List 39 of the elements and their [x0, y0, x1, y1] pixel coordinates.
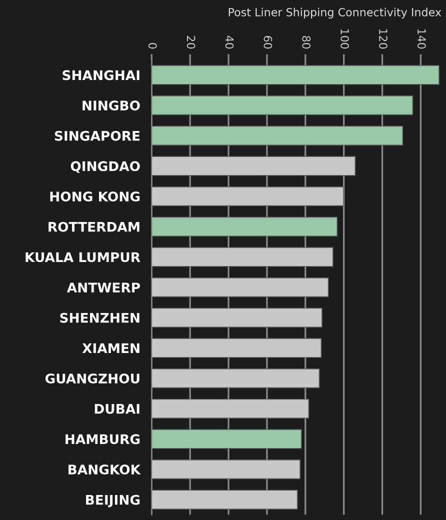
y-tick-label: HAMBURG: [66, 434, 140, 444]
y-tick-label: QINGDAO: [70, 161, 140, 173]
bar: [152, 429, 302, 449]
x-tick-label: 0: [148, 43, 157, 49]
y-tick-label: DUBAI: [94, 404, 140, 414]
y-tick-label: BANGKOK: [68, 464, 141, 474]
bar: [152, 338, 322, 358]
y-tick-label: SHANGHAI: [62, 70, 140, 80]
y-tick-label: SHENZHEN: [60, 312, 140, 323]
y-tick-label: BEIJING: [86, 494, 140, 508]
x-tick-label: 40: [225, 36, 234, 49]
bar: [152, 398, 310, 418]
bar: [152, 65, 440, 85]
y-tick-label: ANTWERP: [66, 282, 140, 292]
y-tick-label: KUALA LUMPUR: [26, 252, 140, 262]
bar: [152, 277, 329, 298]
chart-title: Post Liner Shipping Connectivity Index: [228, 8, 442, 19]
y-tick-label: ROTTERDAM: [48, 222, 140, 232]
y-tick-label: NINGBO: [82, 100, 140, 110]
x-tick-label: 140: [417, 29, 426, 49]
bar: [152, 156, 356, 176]
y-tick-label: HONG KONG: [50, 192, 140, 202]
y-tick-label: SINGAPORE: [54, 130, 140, 141]
bar: [152, 459, 300, 480]
bar: [152, 186, 344, 206]
y-tick-label: GUANGZHOU: [45, 374, 140, 384]
bar: [152, 247, 334, 267]
bar: [152, 95, 414, 116]
bar: [152, 216, 338, 236]
x-tick-label: 100: [340, 29, 350, 49]
bar: [152, 308, 322, 328]
bar: [152, 368, 320, 388]
x-tick-label: 60: [264, 36, 272, 49]
bar: [152, 490, 298, 510]
x-tick-label: 80: [302, 36, 311, 49]
x-tick-label: 120: [379, 29, 388, 49]
y-tick-label: XIAMEN: [82, 343, 140, 353]
bar: [152, 126, 404, 146]
x-tick-label: 20: [186, 36, 196, 49]
